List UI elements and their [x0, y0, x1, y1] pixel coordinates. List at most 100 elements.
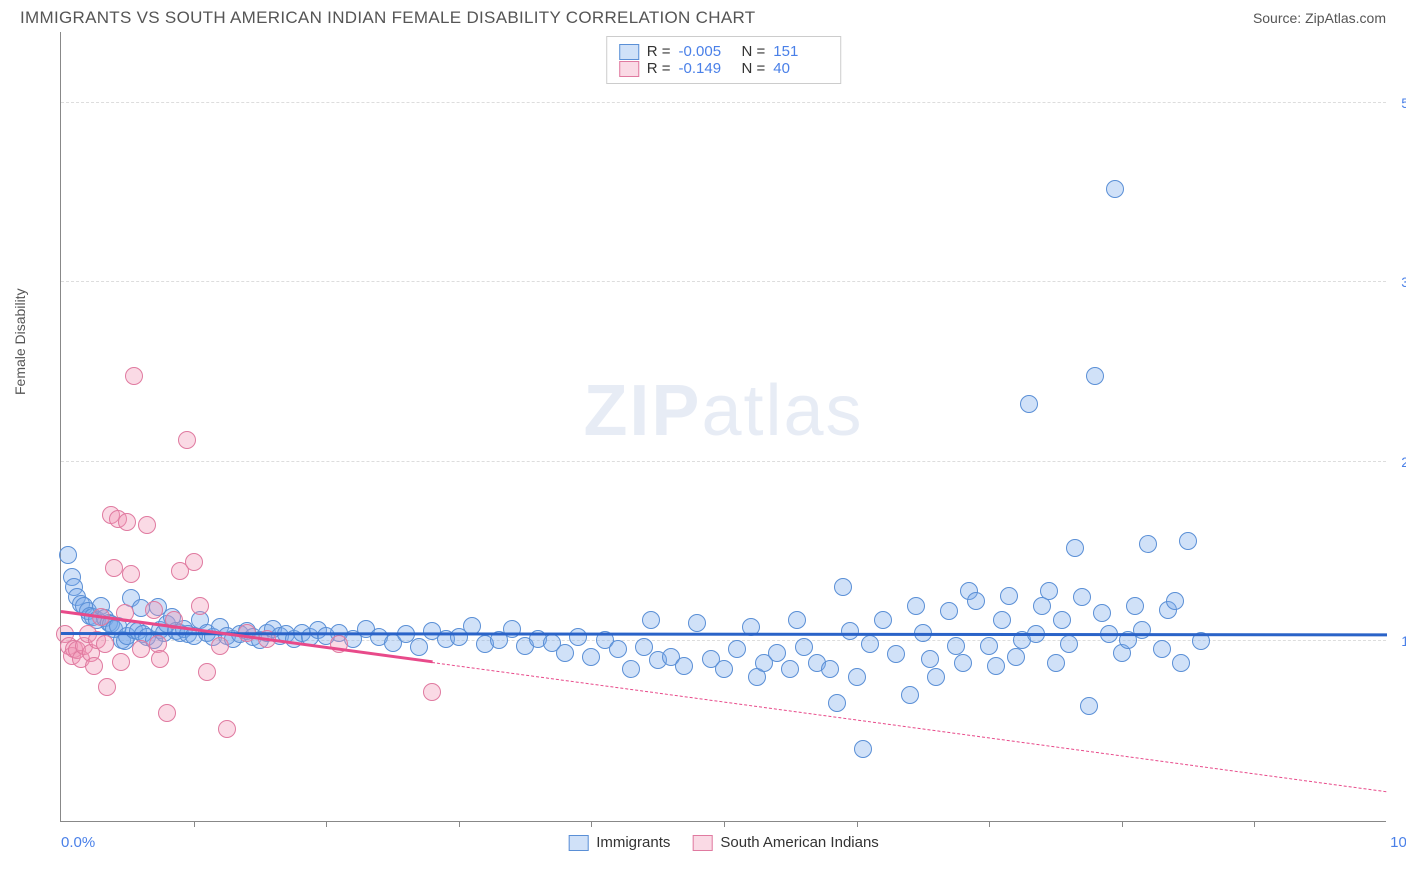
data-point — [582, 648, 600, 666]
y-tick-label: 12.5% — [1391, 633, 1406, 649]
legend-swatch — [692, 835, 712, 851]
y-tick-label: 50.0% — [1391, 95, 1406, 111]
data-point — [1139, 535, 1157, 553]
data-point — [841, 622, 859, 640]
data-point — [788, 611, 806, 629]
series-legend: Immigrants South American Indians — [568, 834, 879, 851]
data-point — [1166, 592, 1184, 610]
data-point — [85, 657, 103, 675]
data-point — [125, 367, 143, 385]
y-axis-label: Female Disability — [12, 288, 28, 395]
data-point — [854, 740, 872, 758]
data-point — [1000, 587, 1018, 605]
data-point — [861, 635, 879, 653]
gridline — [61, 102, 1386, 103]
source-credit: Source: ZipAtlas.com — [1253, 10, 1386, 26]
legend-swatch — [568, 835, 588, 851]
legend-item: Immigrants — [568, 834, 670, 851]
data-point — [138, 516, 156, 534]
data-point — [1020, 395, 1038, 413]
data-point — [993, 611, 1011, 629]
legend-row: R =-0.149N =40 — [619, 60, 829, 77]
data-point — [828, 694, 846, 712]
data-point — [874, 611, 892, 629]
data-point — [768, 644, 786, 662]
x-tick — [459, 821, 460, 827]
data-point — [1047, 654, 1065, 672]
x-tick — [1254, 821, 1255, 827]
data-point — [218, 720, 236, 738]
scatter-plot: ZIPatlas R =-0.005N =151R =-0.149N =40 I… — [60, 32, 1386, 822]
data-point — [954, 654, 972, 672]
data-point — [967, 592, 985, 610]
data-point — [901, 686, 919, 704]
data-point — [1040, 582, 1058, 600]
r-value: -0.005 — [679, 43, 734, 60]
data-point — [1073, 588, 1091, 606]
data-point — [907, 597, 925, 615]
data-point — [781, 660, 799, 678]
x-tick — [326, 821, 327, 827]
gridline — [61, 461, 1386, 462]
data-point — [198, 663, 216, 681]
data-point — [59, 546, 77, 564]
data-point — [987, 657, 1005, 675]
data-point — [1053, 611, 1071, 629]
data-point — [927, 668, 945, 686]
x-tick — [989, 821, 990, 827]
y-tick-label: 25.0% — [1391, 454, 1406, 470]
watermark: ZIPatlas — [583, 370, 863, 452]
trend-line-extrapolated — [432, 662, 1387, 792]
data-point — [1133, 621, 1151, 639]
data-point — [118, 513, 136, 531]
chart-title: IMMIGRANTS VS SOUTH AMERICAN INDIAN FEMA… — [20, 8, 755, 28]
data-point — [622, 660, 640, 678]
data-point — [848, 668, 866, 686]
data-point — [158, 704, 176, 722]
data-point — [191, 597, 209, 615]
data-point — [947, 637, 965, 655]
data-point — [821, 660, 839, 678]
data-point — [887, 645, 905, 663]
data-point — [211, 637, 229, 655]
r-value: -0.149 — [679, 60, 734, 77]
data-point — [178, 431, 196, 449]
gridline — [61, 281, 1386, 282]
legend-row: R =-0.005N =151 — [619, 43, 829, 60]
data-point — [145, 601, 163, 619]
legend-swatch — [619, 44, 639, 60]
data-point — [1153, 640, 1171, 658]
data-point — [921, 650, 939, 668]
data-point — [1172, 654, 1190, 672]
legend-item: South American Indians — [692, 834, 878, 851]
y-tick-label: 37.5% — [1391, 274, 1406, 290]
data-point — [980, 637, 998, 655]
data-point — [688, 614, 706, 632]
x-tick — [1122, 821, 1123, 827]
data-point — [105, 559, 123, 577]
data-point — [1093, 604, 1111, 622]
data-point — [715, 660, 733, 678]
data-point — [1106, 180, 1124, 198]
data-point — [556, 644, 574, 662]
data-point — [642, 611, 660, 629]
series-name: Immigrants — [596, 834, 670, 851]
source-link[interactable]: ZipAtlas.com — [1305, 10, 1386, 26]
x-tick — [724, 821, 725, 827]
data-point — [96, 635, 114, 653]
chart-header: IMMIGRANTS VS SOUTH AMERICAN INDIAN FEMA… — [0, 0, 1406, 32]
data-point — [728, 640, 746, 658]
data-point — [410, 638, 428, 656]
data-point — [569, 628, 587, 646]
data-point — [675, 657, 693, 675]
data-point — [795, 638, 813, 656]
n-value: 151 — [773, 43, 828, 60]
data-point — [1080, 697, 1098, 715]
legend-swatch — [619, 61, 639, 77]
n-value: 40 — [773, 60, 828, 77]
data-point — [834, 578, 852, 596]
data-point — [112, 653, 130, 671]
data-point — [1066, 539, 1084, 557]
data-point — [132, 640, 150, 658]
data-point — [940, 602, 958, 620]
